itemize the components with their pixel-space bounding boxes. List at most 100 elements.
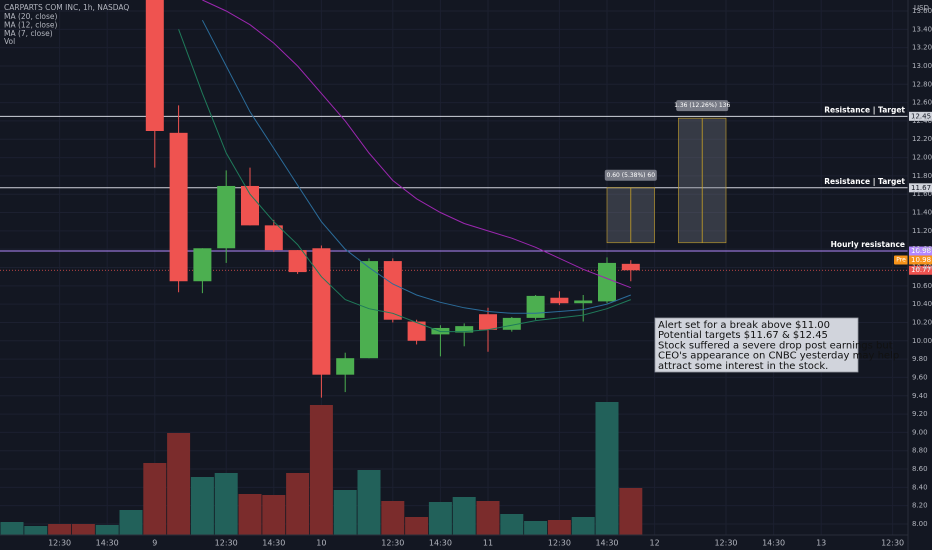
chart-title: CARPARTS COM INC, 1h, NASDAQ xyxy=(4,3,129,12)
volume-bar xyxy=(119,510,143,535)
x-tick-label: 14:30 xyxy=(762,539,785,548)
price-box xyxy=(909,111,932,121)
y-tick-label: 10.00 xyxy=(912,337,932,345)
candle-body xyxy=(479,314,497,330)
price-box xyxy=(909,255,932,265)
y-tick-label: 13.40 xyxy=(912,25,932,33)
level-text: Resistance | Target xyxy=(824,105,905,115)
volume-bar xyxy=(476,501,500,535)
candle-body xyxy=(264,225,283,251)
measure-label: 0.60 (5.38%) 60 xyxy=(607,172,656,179)
note-box xyxy=(654,317,859,373)
currency: USD xyxy=(914,4,929,12)
level-text: Hourly resistance xyxy=(831,240,905,249)
x-tick-label: 14:30 xyxy=(429,539,452,548)
x-tick-label: 12:30 xyxy=(381,539,404,548)
candle-body xyxy=(288,250,307,273)
y-tick-label: 11.00 xyxy=(912,245,932,253)
measure-label-bg xyxy=(676,100,729,112)
y-tick-label: 11.60 xyxy=(912,190,932,198)
y-tick-label: 11.20 xyxy=(912,227,932,235)
candle-body xyxy=(621,263,640,271)
candle-body xyxy=(550,297,569,304)
volume-bar xyxy=(24,526,48,535)
price-box xyxy=(909,265,932,275)
y-tick-label: 11.40 xyxy=(912,209,932,217)
volume-bar xyxy=(238,494,262,535)
y-tick-label: 10.20 xyxy=(912,318,932,326)
candle-body xyxy=(360,261,378,359)
x-tick-label: 12:30 xyxy=(881,539,904,548)
y-tick-label: 8.60 xyxy=(912,465,928,473)
x-tick-label: 13 xyxy=(816,539,826,548)
y-tick-label: 13.20 xyxy=(912,44,932,52)
candle-body xyxy=(169,132,188,282)
price-label: 10.77 xyxy=(911,266,931,274)
y-tick-label: 12.80 xyxy=(912,80,932,88)
candle-body xyxy=(574,300,593,304)
grid xyxy=(0,0,908,535)
note-line: Potential targets $11.67 & $12.45 xyxy=(658,330,828,341)
volume-pane xyxy=(0,402,643,535)
volume-bar xyxy=(167,433,191,535)
candle-body xyxy=(312,248,331,375)
candle-body xyxy=(407,321,426,341)
volume-bar xyxy=(357,470,381,535)
ma-line xyxy=(201,19,631,314)
volume-bar xyxy=(619,488,643,535)
premarket-tag xyxy=(894,255,908,265)
candle-body xyxy=(502,317,521,330)
volume-bar xyxy=(595,402,619,535)
volume-bar xyxy=(452,497,476,535)
volume-bar xyxy=(190,477,214,535)
volume-bar xyxy=(428,502,452,535)
level-text: Resistance | Target xyxy=(824,177,905,187)
price-box xyxy=(909,183,932,193)
x-tick-label: 11 xyxy=(483,539,493,548)
y-tick-label: 11.80 xyxy=(912,172,932,180)
price-label: 10.98 xyxy=(911,247,931,255)
candle-body xyxy=(598,262,616,302)
candle-body xyxy=(383,261,402,320)
volume-bar xyxy=(71,524,95,535)
ma-line xyxy=(178,29,631,333)
volume-bar xyxy=(214,473,238,535)
legend-entry: MA (12, close) xyxy=(4,21,58,30)
price-box xyxy=(909,246,932,256)
y-tick-label: 8.40 xyxy=(912,483,928,491)
volume-bar xyxy=(143,463,167,535)
x-tick-label: 14:30 xyxy=(262,539,285,548)
y-tick-label: 10.60 xyxy=(912,282,932,290)
y-tick-label: 9.20 xyxy=(912,410,928,418)
y-tick-label: 9.80 xyxy=(912,355,928,363)
candle-body xyxy=(455,326,474,333)
volume-bar xyxy=(524,521,548,535)
y-tick-label: 9.60 xyxy=(912,373,928,381)
x-tick-label: 12:30 xyxy=(548,539,571,548)
overlay: Resistance | Target Resistance | Target Ho… xyxy=(604,100,932,373)
note-line: CEO's appearance on CNBC yesterday may h… xyxy=(658,351,899,362)
x-tick-label: 14:30 xyxy=(595,539,618,548)
volume-bar xyxy=(500,514,524,535)
measure-label: 1.36 (12.26%) 136 xyxy=(674,102,730,109)
price-pane xyxy=(0,0,908,398)
ma-line xyxy=(202,0,631,289)
volume-bar xyxy=(95,525,119,535)
measure-label-bg xyxy=(604,169,657,181)
volume-bar xyxy=(262,495,286,535)
note-line: attract some interest in the stock. xyxy=(658,361,828,372)
y-tick-label: 12.00 xyxy=(912,154,932,162)
candle-body xyxy=(241,185,259,226)
legend-entry: MA (20, close) xyxy=(4,12,58,21)
y-tick-label: 8.80 xyxy=(912,447,928,455)
candle-body xyxy=(336,358,355,375)
volume-bar xyxy=(381,501,405,535)
price-label: 11.67 xyxy=(911,184,931,192)
note-line: Alert set for a break above $11.00 xyxy=(658,320,830,331)
volume-bar xyxy=(547,520,571,535)
x-tick-label: 9 xyxy=(152,539,157,548)
premarket-tag-text: Pre xyxy=(896,257,906,264)
candle-body xyxy=(217,185,236,249)
